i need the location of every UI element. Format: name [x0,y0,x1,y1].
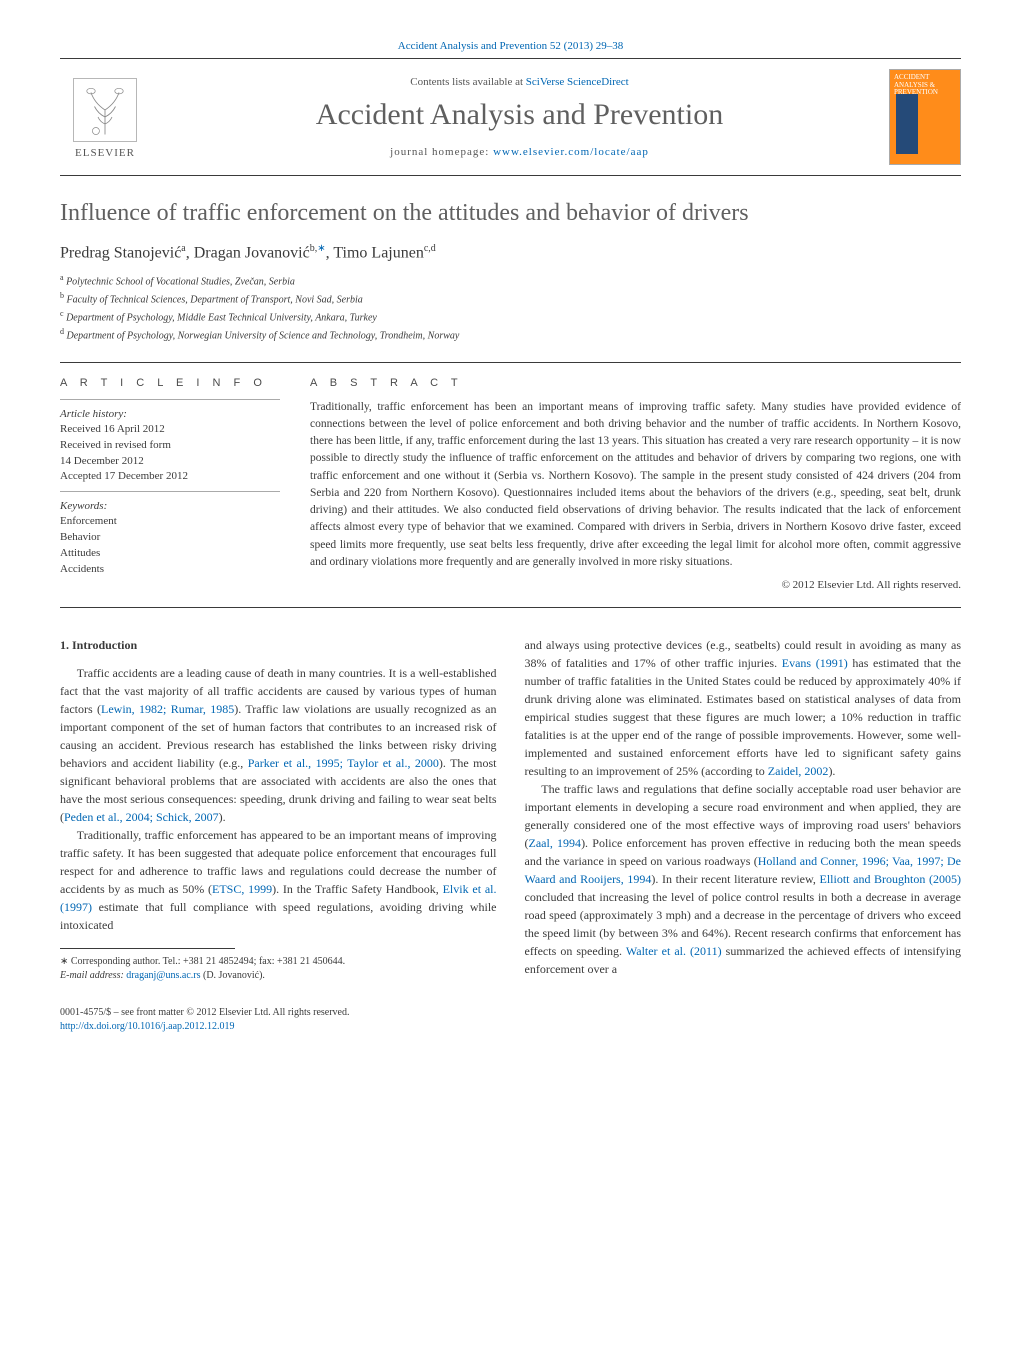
email-link[interactable]: draganj@uns.ac.rs [126,970,200,981]
body-paragraph: The traffic laws and regulations that de… [525,780,962,978]
publisher-wordmark: ELSEVIER [75,147,135,159]
doi-link[interactable]: http://dx.doi.org/10.1016/j.aap.2012.12.… [60,1021,235,1032]
body-paragraph: Traffic accidents are a leading cause of… [60,664,497,826]
citation-link[interactable]: Parker et al., 1995; Taylor et al., 2000 [248,756,439,770]
citation-link[interactable]: Peden et al., 2004; Schick, 2007 [64,810,219,824]
body-paragraph: Traditionally, traffic enforcement has a… [60,826,497,934]
section-1-heading: 1. Introduction [60,636,497,654]
keywords-text: Enforcement Behavior Attitudes Accidents [60,514,280,578]
history-text: Received 16 April 2012 Received in revis… [60,422,280,486]
info-abstract-block: A R T I C L E I N F O Article history: R… [60,362,961,609]
article-body: 1. Introduction Traffic accidents are a … [60,636,961,982]
article-info-column: A R T I C L E I N F O Article history: R… [60,377,280,592]
journal-ref-link[interactable]: Accident Analysis and Prevention 52 (201… [398,40,623,52]
abstract-column: A B S T R A C T Traditionally, traffic e… [310,377,961,592]
history-label: Article history: [60,408,280,420]
article-info-heading: A R T I C L E I N F O [60,377,280,389]
journal-title: Accident Analysis and Prevention [150,98,889,132]
citation-link[interactable]: Zaidel, 2002 [768,764,829,778]
affiliation: b Faculty of Technical Sciences, Departm… [60,290,961,308]
affiliation: a Polytechnic School of Vocational Studi… [60,272,961,290]
sciencedirect-link[interactable]: SciVerse ScienceDirect [526,76,629,88]
abstract-text: Traditionally, traffic enforcement has b… [310,399,961,572]
citation-link[interactable]: Elliott and Broughton (2005) [820,872,962,886]
abstract-copyright: © 2012 Elsevier Ltd. All rights reserved… [310,579,961,591]
elsevier-tree-icon [70,75,140,145]
issn-line: 0001-4575/$ – see front matter © 2012 El… [60,1006,961,1020]
footnote-rule [60,948,235,949]
abstract-heading: A B S T R A C T [310,377,961,389]
affiliation-list: a Polytechnic School of Vocational Studi… [60,272,961,343]
journal-reference: Accident Analysis and Prevention 52 (201… [60,40,961,52]
corresponding-marker: ∗ [317,243,325,254]
article-title: Influence of traffic enforcement on the … [60,200,961,227]
front-matter-footer: 0001-4575/$ – see front matter © 2012 El… [60,1006,961,1033]
author-1-affil: a [181,243,185,254]
corresponding-footnote: ∗ Corresponding author. Tel.: +381 21 48… [60,955,497,982]
journal-cover-thumbnail: ACCIDENT ANALYSIS & PREVENTION [889,69,961,165]
citation-link[interactable]: Walter et al. (2011) [626,944,722,958]
homepage-link[interactable]: www.elsevier.com/locate/aap [493,146,649,158]
keywords-label: Keywords: [60,500,280,512]
affiliation: c Department of Psychology, Middle East … [60,308,961,326]
body-paragraph: and always using protective devices (e.g… [525,636,962,780]
author-3: Timo Lajunen [333,244,424,261]
cover-text: ACCIDENT ANALYSIS & PREVENTION [894,73,938,96]
citation-link[interactable]: Zaal, 1994 [529,836,582,850]
homepage-line: journal homepage: www.elsevier.com/locat… [150,146,889,158]
citation-link[interactable]: ETSC, 1999 [212,882,272,896]
author-3-affil: c,d [424,243,436,254]
citation-link[interactable]: Evans (1991) [782,656,848,670]
author-2: Dragan Jovanović [194,244,310,261]
citation-link[interactable]: Lewin, 1982; Rumar, 1985 [101,702,234,716]
affiliation: d Department of Psychology, Norwegian Un… [60,326,961,344]
contents-line: Contents lists available at SciVerse Sci… [150,76,889,88]
homepage-prefix: journal homepage: [390,146,493,158]
journal-header: ELSEVIER Contents lists available at Sci… [60,58,961,176]
author-1: Predrag Stanojević [60,244,181,261]
publisher-logo: ELSEVIER [60,67,150,167]
contents-prefix: Contents lists available at [410,76,525,88]
author-list: Predrag Stanojevića, Dragan Jovanovićb,∗… [60,243,961,262]
